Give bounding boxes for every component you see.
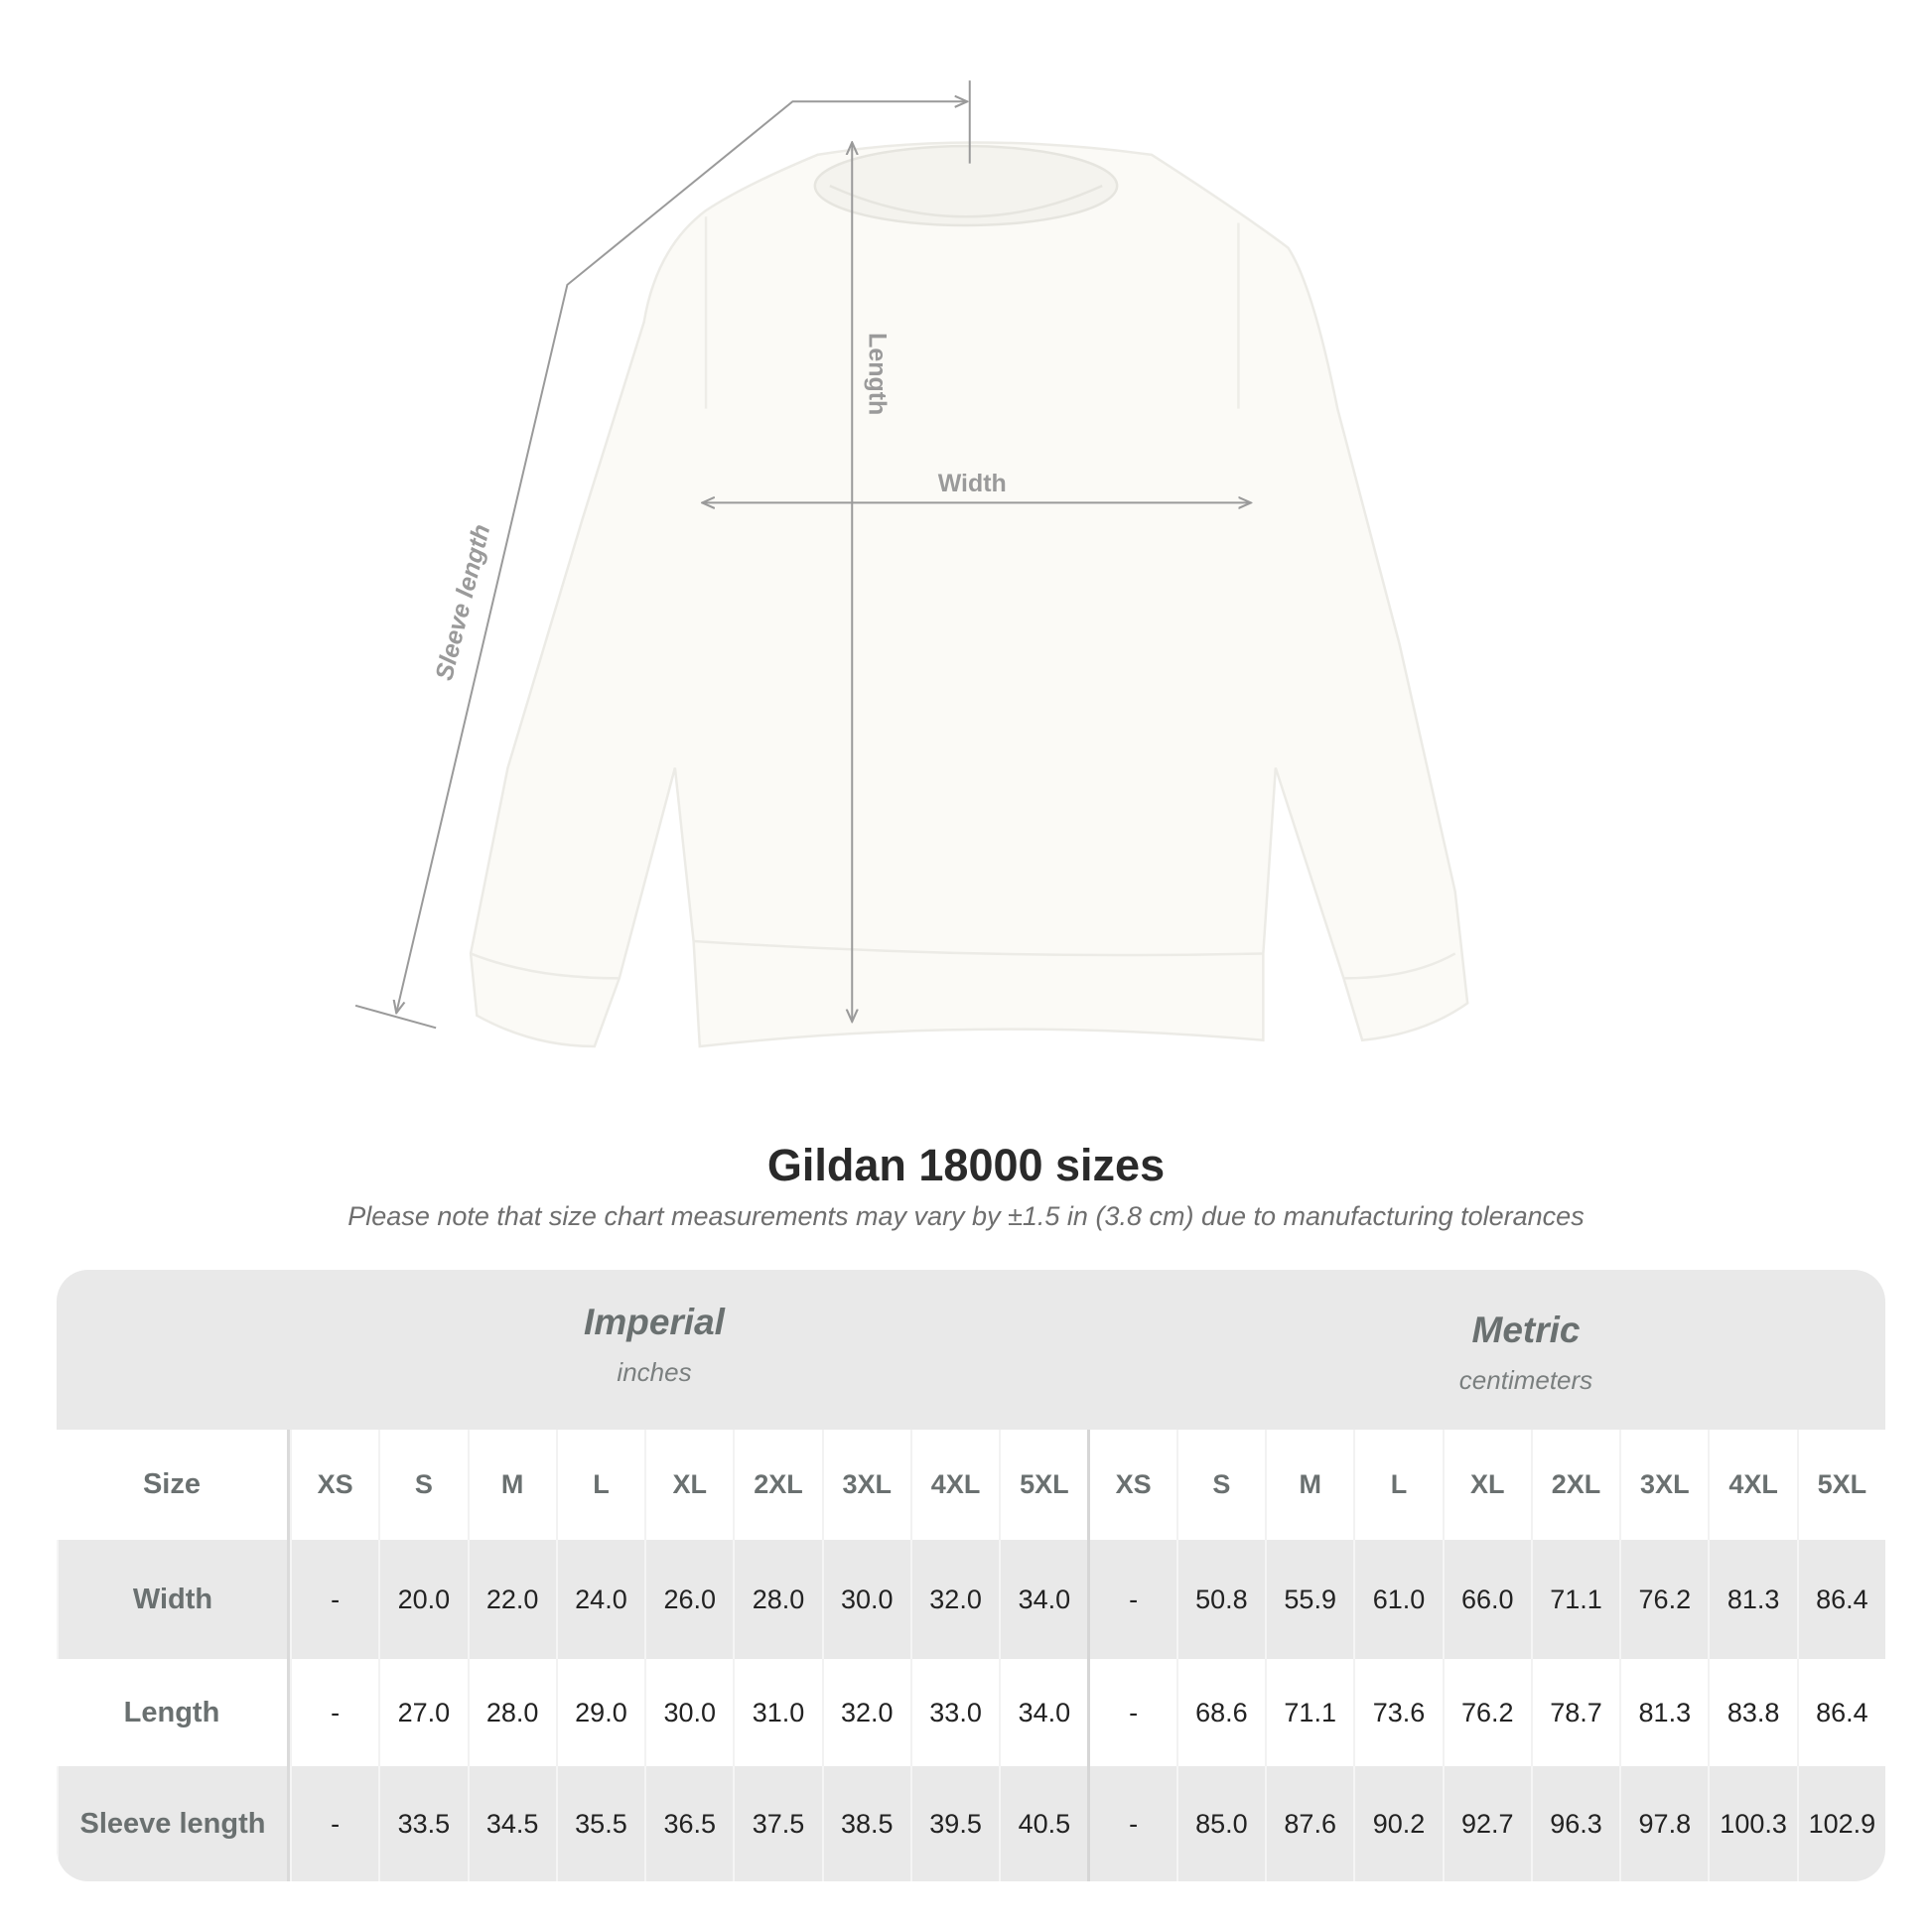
size-header: M [467,1430,556,1540]
table-cell: 35.5 [555,1766,644,1881]
units-header [57,1270,1885,1430]
table-cell: 36.5 [644,1766,733,1881]
table-cell: 33.0 [909,1659,999,1766]
table-cell: 27.0 [378,1659,467,1766]
table-cell: - [1087,1540,1175,1659]
table-cell: - [289,1540,378,1659]
table-cell: 66.0 [1442,1540,1531,1659]
table-cell: 26.0 [644,1540,733,1659]
table-cell: 81.3 [1708,1540,1796,1659]
table-cell: - [1087,1766,1175,1881]
table-cell: 86.4 [1796,1540,1885,1659]
table-cell: 102.9 [1796,1766,1885,1881]
table-cell: 100.3 [1708,1766,1796,1881]
size-label: Size [57,1430,290,1540]
size-table: Imperial inches Metric centimeters Size X… [57,1270,1885,1881]
measurement-lines [354,80,1251,1030]
table-cell: 31.0 [733,1659,821,1766]
row-label: Length [57,1659,290,1766]
tolerance-note: Please note that size chart measurements… [347,1201,1585,1231]
table-cell: 83.8 [1708,1659,1796,1766]
size-header: 5XL [999,1430,1087,1540]
size-header: XL [1442,1430,1531,1540]
size-header: S [1175,1430,1265,1540]
length-label: Length [864,333,892,415]
sweatshirt-illustration: Length Width Sleeve length [354,80,1469,1048]
table-cell: 34.5 [467,1766,556,1881]
table-cell: 34.0 [999,1540,1087,1659]
table-cell: 71.1 [1530,1540,1619,1659]
row-label: Width [57,1540,290,1659]
table-cell: 34.0 [999,1659,1087,1766]
size-header: L [555,1430,644,1540]
table-row: Width -20.0 22.0 24.0 26.0 28.0 30.0 32.0 34.0-5… [57,1540,1885,1659]
chart-title: Gildan 18000 sizes [766,1140,1166,1190]
metric-header: Metric centimeters [1178,1310,1873,1396]
table-cell: 24.0 [555,1540,644,1659]
sweatshirt [469,141,1469,1048]
table-row: Length -27.0 28.0 29.0 30.0 31.0 32.0 33.0 34.0-… [57,1659,1885,1766]
table-cell: 28.0 [467,1659,556,1766]
size-header: 3XL [821,1430,910,1540]
table-cell: 90.2 [1353,1766,1442,1881]
metric-unit: centimeters [1458,1365,1593,1395]
table-cell: 96.3 [1530,1766,1619,1881]
table-cell: 30.0 [821,1540,910,1659]
table-cell: 55.9 [1265,1540,1353,1659]
row-label: Sleeve length [57,1766,290,1881]
size-header: S [378,1430,467,1540]
size-header: XL [644,1430,733,1540]
size-header: 3XL [1619,1430,1708,1540]
table-cell: 33.5 [378,1766,467,1881]
imperial-unit: inches [617,1357,692,1387]
size-header: 4XL [1708,1430,1796,1540]
size-header: L [1353,1430,1442,1540]
table-cell: - [289,1766,378,1881]
sleeve-length-label: Sleeve length [430,521,495,683]
table-cell: 97.8 [1619,1766,1708,1881]
table-cell: 81.3 [1619,1659,1708,1766]
size-header: 2XL [1530,1430,1619,1540]
size-header: 2XL [733,1430,821,1540]
size-header: 5XL [1796,1430,1885,1540]
table-cell: 87.6 [1265,1766,1353,1881]
table-cell: 86.4 [1796,1659,1885,1766]
table-cell: 22.0 [467,1540,556,1659]
table-cell: 38.5 [821,1766,910,1881]
table-cell: 40.5 [999,1766,1087,1881]
width-label: Width [938,470,1007,497]
size-header: XS [289,1430,378,1540]
size-header: M [1265,1430,1353,1540]
table-cell: 28.0 [733,1540,821,1659]
table-cell: 78.7 [1530,1659,1619,1766]
imperial-title: Imperial [584,1302,725,1342]
table-row: Sleeve length -33.5 34.5 35.5 36.5 37.5 38.5 39… [57,1766,1885,1881]
table-cell: 92.7 [1442,1766,1531,1881]
table-cell: 39.5 [909,1766,999,1881]
table-cell: 29.0 [555,1659,644,1766]
imperial-header: Imperial inches [307,1302,1002,1388]
table-cell: 50.8 [1175,1540,1265,1659]
table-cell: 76.2 [1619,1540,1708,1659]
table-cell: 37.5 [733,1766,821,1881]
table-cell: 32.0 [821,1659,910,1766]
sleeve-length-line [396,101,967,1013]
metric-title: Metric [1471,1310,1581,1350]
table-cell: 32.0 [909,1540,999,1659]
table-cell: - [1087,1659,1175,1766]
size-header-row: Size XS S M L XL 2XL 3XL 4XL 5XL XS S M L XL 2XL 3XL 4XL 5… [57,1430,1885,1540]
size-header: 4XL [909,1430,999,1540]
table-cell: 20.0 [378,1540,467,1659]
table-cell: 76.2 [1442,1659,1531,1766]
table-cell: - [289,1659,378,1766]
table-cell: 61.0 [1353,1540,1442,1659]
table-cell: 71.1 [1265,1659,1353,1766]
table-cell: 85.0 [1175,1766,1265,1881]
table-cell: 68.6 [1175,1659,1265,1766]
table-cell: 30.0 [644,1659,733,1766]
size-header: XS [1087,1430,1175,1540]
table-cell: 73.6 [1353,1659,1442,1766]
